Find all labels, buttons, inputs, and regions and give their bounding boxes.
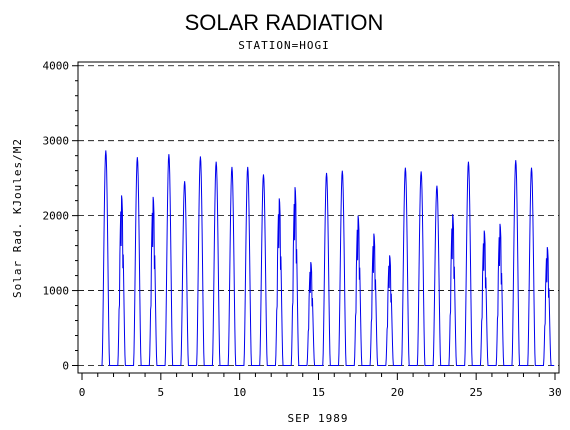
x-tick-label: 10: [233, 386, 246, 399]
chart-title: SOLAR RADIATION: [185, 10, 384, 35]
chart-subtitle: STATION=HOGI: [238, 39, 329, 52]
y-axis-label: Solar Rad. KJoules/M2: [11, 138, 24, 298]
radiation-series-line: [101, 150, 555, 367]
axes: 0 1000 2000 3000 4000 0 5 10 15 20 25 30: [43, 60, 562, 399]
x-tick-label: 25: [470, 386, 483, 399]
x-tick-label: 15: [312, 386, 325, 399]
x-tick-label: 20: [391, 386, 404, 399]
y-tick-label: 2000: [43, 210, 70, 223]
y-tick-label: 3000: [43, 135, 70, 148]
y-tick-label: 1000: [43, 285, 70, 298]
y-tick-label: 0: [62, 360, 69, 373]
y-tick-label: 4000: [43, 60, 70, 73]
x-tick-label: 0: [79, 386, 86, 399]
x-axis-label: SEP 1989: [288, 412, 349, 425]
x-tick-label: 5: [158, 386, 165, 399]
series-layer: [101, 150, 555, 367]
x-tick-label: 30: [548, 386, 561, 399]
